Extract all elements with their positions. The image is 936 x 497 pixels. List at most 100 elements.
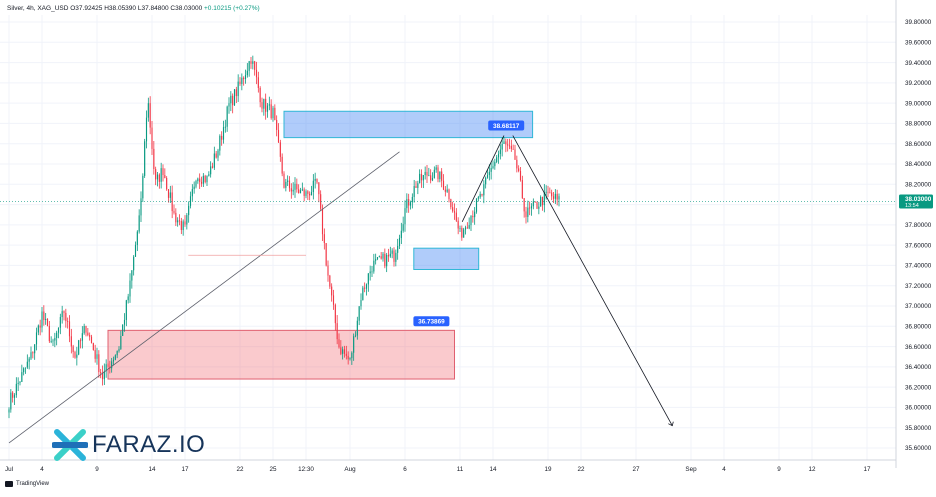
candle-body (100, 372, 102, 374)
candle-body (342, 349, 344, 354)
candle-body (136, 231, 138, 245)
candle-body (327, 265, 329, 276)
candle-body (545, 191, 547, 193)
candle-body (105, 364, 107, 372)
candle-body (243, 77, 245, 80)
time-tick-label: 12:30 (298, 466, 314, 473)
time-tick-label: Jul (5, 466, 13, 473)
candle-body (387, 254, 390, 257)
candle-body (305, 191, 307, 196)
candle-body (259, 87, 261, 103)
candle-body (204, 175, 206, 183)
candle-body (380, 256, 382, 259)
price-tick-label: 35.60000 (905, 445, 932, 452)
candle-body (70, 336, 72, 347)
candle-body (497, 153, 500, 158)
candle-body (59, 317, 61, 328)
candle-body (536, 202, 538, 209)
candle-body (166, 178, 168, 190)
annotation-label: 36.73869 (418, 319, 445, 326)
candle-body (334, 304, 336, 324)
candle-body (318, 182, 320, 195)
candle-body (45, 318, 47, 320)
candle-body (37, 325, 39, 333)
candle-body (321, 208, 324, 235)
candle-body (441, 171, 443, 181)
candle-body (67, 321, 69, 322)
candle-body (358, 306, 360, 321)
open-value: O37.92425 (70, 5, 103, 12)
candle-body (294, 183, 296, 190)
candle-body (534, 201, 536, 203)
drawings (0, 135, 896, 444)
annotation-labels: 38.68117 36.73869 (413, 120, 525, 327)
candle-body (320, 194, 322, 209)
candle-body (376, 256, 379, 260)
tradingview-brand: TradingView (5, 481, 49, 487)
time-tick-label: 4 (40, 466, 44, 473)
candle-body (285, 181, 287, 188)
price-tick-label: 36.20000 (905, 384, 932, 391)
candle-body (503, 141, 505, 144)
price-tag-value: 38.03000 (905, 196, 932, 203)
candle-body (193, 186, 195, 190)
candle-body (457, 220, 459, 229)
candle-body (277, 129, 280, 143)
candle-body (195, 181, 197, 187)
candle-body (248, 61, 250, 71)
candle-body (310, 192, 313, 196)
arrow-head-icon (668, 421, 674, 427)
faraz-logo-icon (52, 429, 88, 461)
candle-body (147, 103, 149, 118)
candle-body (158, 174, 160, 182)
candle-body (452, 207, 454, 212)
candle-body (182, 221, 184, 231)
candle-body (301, 189, 303, 191)
legend-header: Silver, 4h, XAG_USD O37.92425 H38.05390 … (7, 5, 260, 12)
candle-body (332, 295, 335, 305)
candle-body (518, 168, 520, 172)
candle-body (547, 191, 549, 193)
candle-body (349, 358, 351, 360)
time-tick-label: 4 (722, 466, 726, 473)
price-tick-label: 38.80000 (905, 121, 932, 128)
candle-body (228, 103, 230, 107)
candle-body (488, 171, 490, 175)
candle-body (408, 199, 410, 206)
candle-body (356, 320, 358, 336)
candle-body (268, 104, 270, 106)
candle-body (464, 227, 467, 230)
candle-body (483, 184, 485, 196)
candle-body (224, 126, 226, 128)
candle-body (237, 81, 239, 97)
candle-body (171, 192, 173, 212)
candle-body (252, 61, 254, 64)
candle-body (365, 284, 368, 289)
candle-body (46, 318, 49, 326)
time-tick-label: Aug (344, 466, 356, 473)
candle-body (453, 211, 456, 213)
candle-body (134, 244, 137, 257)
candle-body (153, 148, 155, 170)
candle-body (354, 335, 357, 337)
candle-body (422, 175, 424, 181)
candle-body (160, 168, 162, 182)
candle-body (551, 192, 553, 197)
candle-body (433, 169, 435, 178)
candle-body (127, 296, 129, 301)
candle-body (107, 364, 109, 367)
candle-body (215, 153, 217, 158)
drawing-line (8, 151, 400, 444)
candle-body (246, 70, 248, 76)
candle-body (178, 220, 181, 222)
time-tick-label: 27 (632, 466, 640, 473)
candle-body (292, 189, 294, 192)
time-tick-label: 14 (489, 466, 497, 473)
price-tick-label: 37.60000 (905, 242, 932, 249)
candle-body (8, 409, 10, 413)
candle-body (312, 180, 314, 193)
candle-body (369, 271, 371, 274)
candle-body (87, 332, 89, 336)
